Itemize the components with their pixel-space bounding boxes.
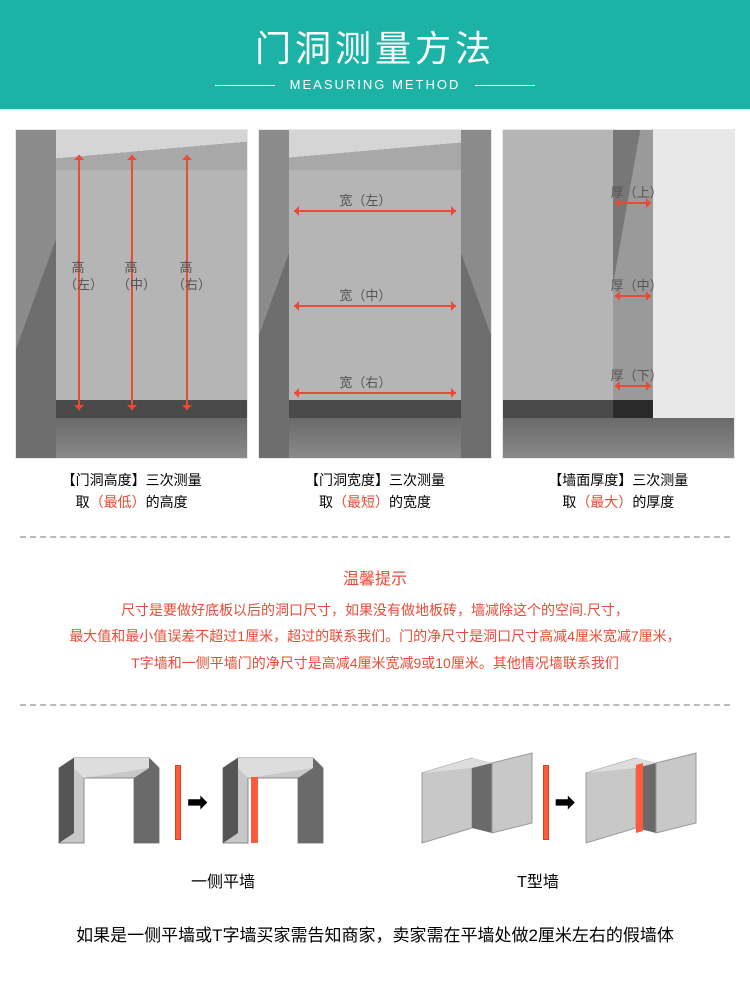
flat-wall-label: 一侧平墙 bbox=[191, 868, 255, 892]
page-title: 门洞测量方法 bbox=[0, 20, 750, 72]
label-width-mid: 宽（中） bbox=[339, 285, 391, 304]
header: 门洞测量方法 MEASURING METHOD bbox=[0, 0, 750, 109]
label-width-bot: 宽（右） bbox=[339, 372, 391, 391]
panel-thickness: 厚（上） 厚（中） 厚（下） 【墙面厚度】三次测量 取（最大）的厚度 bbox=[502, 129, 735, 514]
door-strip-icon bbox=[175, 765, 181, 840]
tips-body: 尺寸是要做好底板以后的洞口尺寸，如果没有做地板砖，墙减除这个的空间.尺寸， 最大… bbox=[25, 597, 725, 677]
arrow-width-bot bbox=[294, 392, 455, 394]
label-thick-bot: 厚（下） bbox=[611, 365, 663, 384]
tips-title: 温馨提示 bbox=[25, 565, 725, 589]
flat-wall-group: ➡ bbox=[49, 743, 333, 863]
divider bbox=[20, 704, 730, 706]
wall-labels: 一侧平墙 T型墙 bbox=[0, 873, 750, 907]
arrow-thick-mid bbox=[615, 295, 651, 297]
t-wall-label: T型墙 bbox=[517, 868, 559, 892]
divider bbox=[20, 536, 730, 538]
tips-section: 温馨提示 尺寸是要做好底板以后的洞口尺寸，如果没有做地板砖，墙减除这个的空间.尺… bbox=[0, 550, 750, 692]
t-wall-before bbox=[417, 743, 537, 863]
page-subtitle: MEASURING METHOD bbox=[275, 77, 476, 92]
arrow-thick-bot bbox=[615, 385, 651, 387]
arrow-right-icon: ➡ bbox=[555, 788, 575, 817]
flat-wall-after bbox=[213, 743, 333, 863]
label-height-left: 高（左） bbox=[64, 260, 92, 294]
arrow-width-mid bbox=[294, 305, 455, 307]
footer-note: 如果是一侧平墙或T字墙买家需告知商家，卖家需在平墙处做2厘米左右的假墙体 bbox=[0, 907, 750, 974]
label-width-top: 宽（左） bbox=[339, 190, 391, 209]
t-wall-after bbox=[581, 743, 701, 863]
panel-height: 高（左） 高（中） 高（右） 【门洞高度】三次测量 取（最低）的高度 bbox=[15, 129, 248, 514]
arrow-width-top bbox=[294, 210, 455, 212]
caption-thickness: 【墙面厚度】三次测量 取（最大）的厚度 bbox=[502, 469, 735, 514]
door-strip-icon bbox=[543, 765, 549, 840]
diagram-height: 高（左） 高（中） 高（右） bbox=[15, 129, 248, 459]
label-height-mid: 高（中） bbox=[117, 260, 145, 294]
caption-width: 【门洞宽度】三次测量 取（最短）的宽度 bbox=[258, 469, 491, 514]
diagram-width: 宽（左） 宽（中） 宽（右） bbox=[258, 129, 491, 459]
panel-width: 宽（左） 宽（中） 宽（右） 【门洞宽度】三次测量 取（最短）的宽度 bbox=[258, 129, 491, 514]
diagram-thickness: 厚（上） 厚（中） 厚（下） bbox=[502, 129, 735, 459]
label-thick-mid: 厚（中） bbox=[611, 275, 663, 294]
label-thick-top: 厚（上） bbox=[611, 182, 663, 201]
measurement-panels: 高（左） 高（中） 高（右） 【门洞高度】三次测量 取（最低）的高度 宽（左） … bbox=[0, 109, 750, 524]
arrow-thick-top bbox=[615, 202, 651, 204]
wall-types: ➡ ➡ bbox=[0, 718, 750, 873]
arrow-right-icon: ➡ bbox=[187, 788, 207, 817]
flat-wall-before bbox=[49, 743, 169, 863]
caption-height: 【门洞高度】三次测量 取（最低）的高度 bbox=[15, 469, 248, 514]
label-height-right: 高（右） bbox=[172, 260, 200, 294]
t-wall-group: ➡ bbox=[417, 743, 701, 863]
